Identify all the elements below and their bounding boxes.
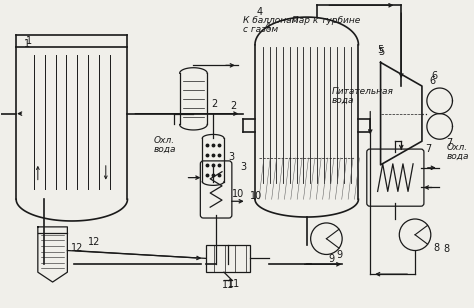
Text: 2: 2 (230, 101, 236, 111)
Text: 9: 9 (336, 250, 342, 260)
Text: 3: 3 (241, 162, 247, 172)
Text: К баллонам: К баллонам (243, 16, 298, 25)
Text: Пар к турбине: Пар к турбине (292, 16, 360, 25)
Text: 10: 10 (232, 189, 244, 199)
Text: 2: 2 (211, 99, 218, 109)
Text: 4: 4 (264, 22, 271, 32)
Text: 7: 7 (447, 138, 453, 148)
Text: 5: 5 (379, 47, 385, 57)
Text: 12: 12 (71, 242, 84, 253)
Text: 11: 11 (222, 280, 234, 290)
Text: 12: 12 (88, 237, 100, 247)
Text: 6: 6 (430, 76, 436, 86)
Text: 10: 10 (250, 191, 262, 201)
Text: 7: 7 (425, 144, 431, 154)
Text: 5: 5 (378, 45, 384, 55)
Text: 9: 9 (328, 254, 335, 264)
Text: Охл.: Охл. (154, 136, 175, 145)
Text: Питательная: Питательная (331, 87, 393, 96)
Text: 8: 8 (434, 242, 440, 253)
Text: 11: 11 (228, 279, 240, 289)
Text: 6: 6 (432, 71, 438, 81)
Bar (206, 245, 250, 272)
Text: 8: 8 (444, 245, 450, 254)
Text: Охл.: Охл. (447, 143, 468, 152)
Text: вода: вода (154, 145, 176, 154)
Text: вода: вода (447, 152, 469, 161)
Text: 4: 4 (257, 7, 263, 17)
Text: 1: 1 (26, 36, 32, 46)
Text: 1: 1 (24, 39, 30, 49)
Text: с газом: с газом (243, 25, 278, 34)
Text: 3: 3 (228, 152, 234, 162)
Text: вода: вода (331, 96, 354, 105)
